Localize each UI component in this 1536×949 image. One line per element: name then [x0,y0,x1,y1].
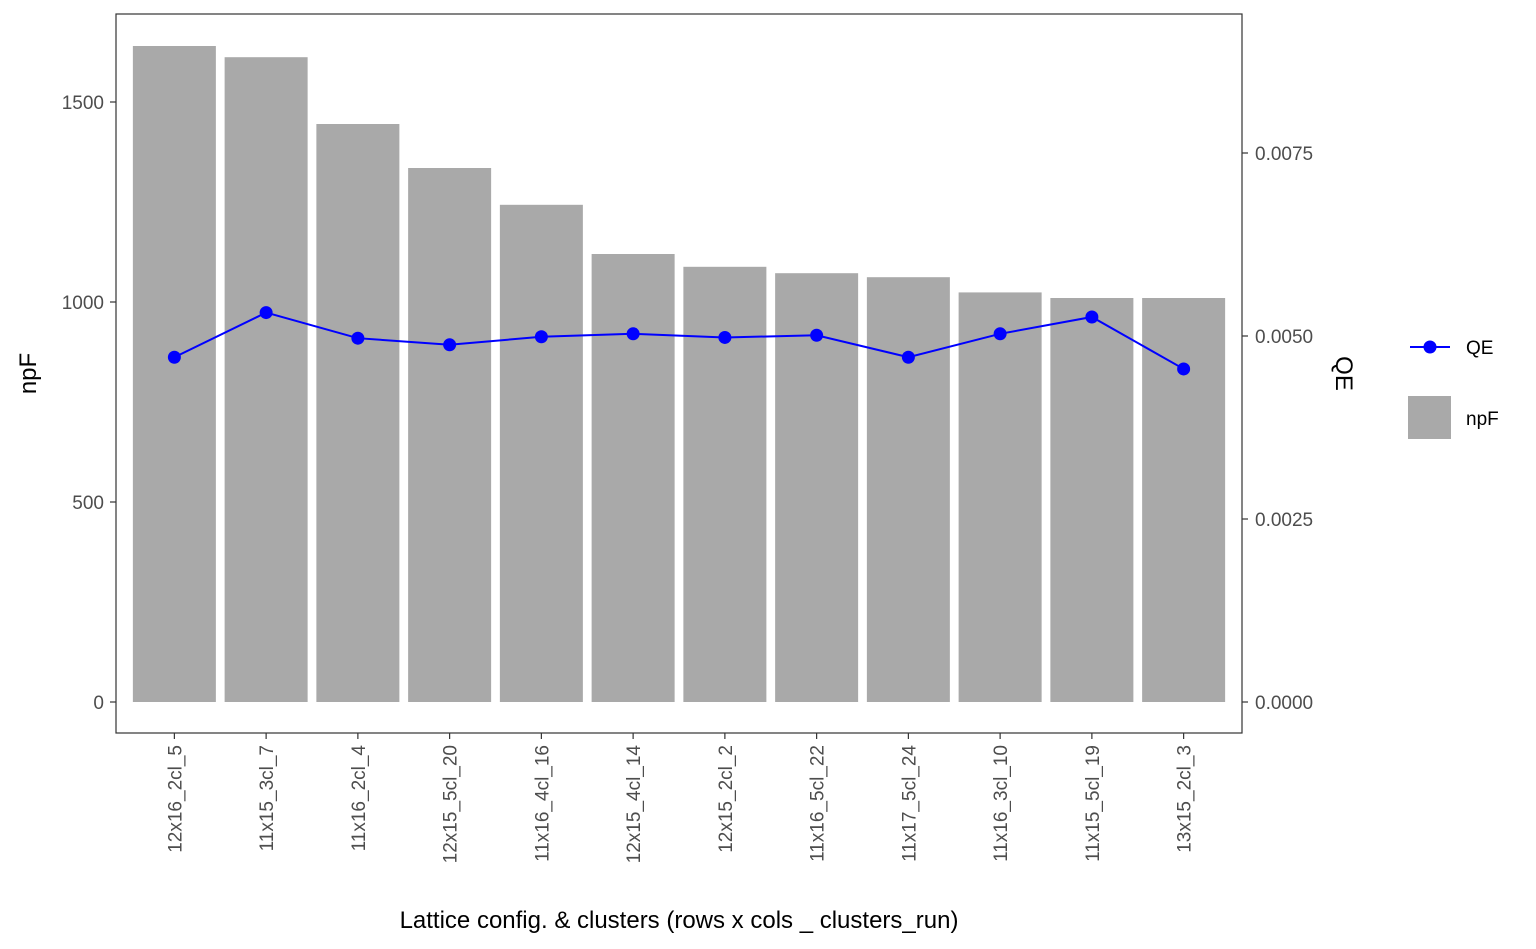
right-tick-label: 0.0050 [1255,327,1313,348]
x-tick-label: 11x16_3cl_10 [991,745,1012,862]
qe-point-12x15_5cl_20 [443,338,457,352]
qe-point-13x15_2cl_3 [1177,362,1191,376]
left-tick-label: 1000 [62,293,104,314]
bar-13x15_2cl_3 [1142,298,1226,702]
legend-npf-key [1408,396,1451,439]
bar-11x17_5cl_24 [866,277,950,702]
x-tick-label: 11x16_4cl_16 [532,745,553,862]
qe-point-12x16_2cl_5 [167,350,181,364]
x-tick-label: 11x15_3cl_7 [257,745,278,851]
qe-point-11x16_3cl_10 [993,327,1007,341]
bar-11x15_5cl_19 [1050,298,1134,702]
bar-12x15_4cl_14 [591,254,675,702]
legend-qe-label: QE [1466,338,1493,359]
x-tick-label: 12x15_4cl_14 [624,745,645,864]
right-axis: 0.0000 0.0025 0.0050 0.0075 [1242,144,1313,714]
qe-line [173,311,1185,370]
legend-npf-label: npF [1466,409,1499,430]
x-tick-label: 11x17_5cl_24 [899,745,920,862]
x-tick-label: 11x15_5cl_19 [1083,745,1104,862]
bar-11x16_3cl_10 [958,292,1042,702]
left-axis: 0 500 1000 1500 [62,93,116,714]
x-tick-label: 12x16_2cl_5 [165,745,186,853]
right-tick-label: 0.0025 [1255,510,1313,531]
left-tick-label: 0 [93,693,104,714]
right-tick-label: 0.0000 [1255,693,1313,714]
x-tick-label: 12x15_2cl_2 [716,745,737,853]
qe-point-12x15_4cl_14 [626,327,640,341]
qe-point-12x15_2cl_2 [718,330,732,344]
bar-12x16_2cl_5 [132,46,216,702]
qe-point-11x16_4cl_16 [534,330,548,344]
x-tick-label: 12x15_5cl_20 [441,745,462,863]
qe-point-11x16_2cl_4 [351,331,365,345]
legend: QE npF [1408,338,1499,439]
bar-11x16_4cl_16 [499,204,583,703]
x-tick-label: 13x15_2cl_3 [1175,745,1196,853]
bars-layer [132,46,1226,703]
y-axis-title: npF [15,353,42,394]
x-axis-title: Lattice config. & clusters (rows x cols … [400,907,959,934]
y2-axis-title: QE [1330,356,1357,391]
right-tick-label: 0.0075 [1255,144,1313,165]
qe-point-11x15_5cl_19 [1085,310,1099,324]
x-axis: 12x16_2cl_5 11x15_3cl_7 11x16_2cl_4 12x15_5… [165,733,1196,864]
bar-11x16_2cl_4 [316,124,400,702]
bar-12x15_5cl_20 [408,168,492,702]
left-tick-label: 500 [72,493,104,514]
legend-qe-point [1423,340,1437,354]
x-tick-label: 11x16_2cl_4 [349,745,370,852]
qe-point-11x16_5cl_22 [810,328,824,342]
bar-11x15_3cl_7 [224,57,308,702]
qe-point-11x15_3cl_7 [259,306,273,320]
x-tick-label: 11x16_5cl_22 [808,745,829,862]
qe-point-11x17_5cl_24 [901,350,915,364]
qe-line-layer [167,306,1191,376]
bar-11x16_5cl_22 [775,273,859,702]
left-tick-label: 1500 [62,93,104,114]
